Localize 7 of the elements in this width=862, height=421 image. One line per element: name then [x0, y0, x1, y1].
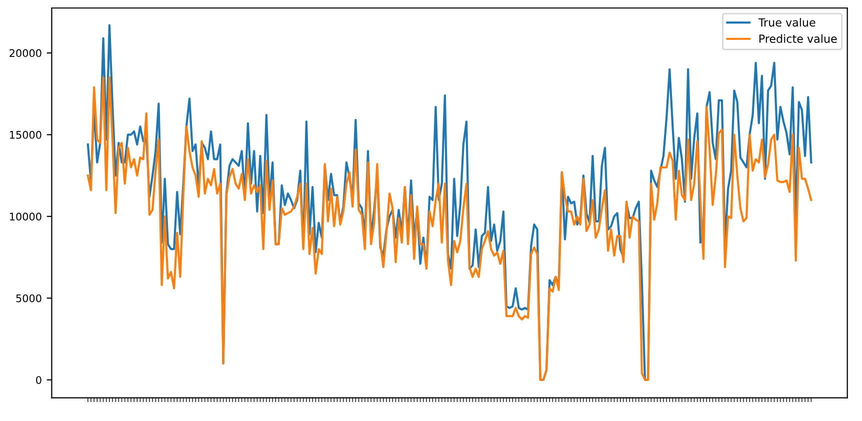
y-tick-label: 10000	[10, 212, 42, 221]
legend-label: True value	[758, 18, 816, 27]
y-tick-label: 20000	[10, 49, 42, 58]
y-tick-label: 0	[36, 376, 42, 384]
y-tick-label: 5000	[16, 294, 42, 302]
y-tick-label: 15000	[10, 130, 42, 139]
legend-label: Predicte value	[759, 34, 837, 43]
